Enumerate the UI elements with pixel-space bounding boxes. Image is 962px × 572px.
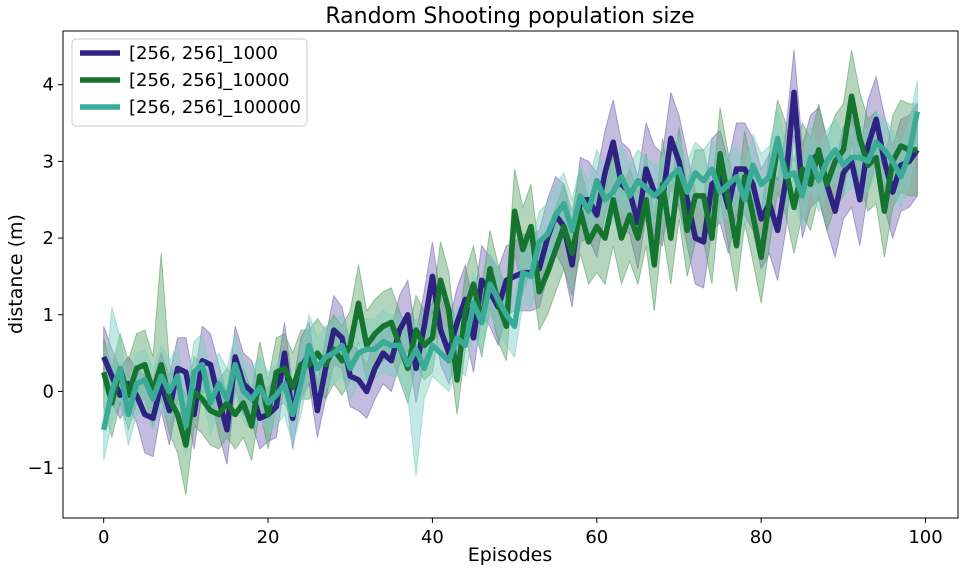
legend-label-2: [256, 256]_10000 [129,70,289,91]
x-axis-label: Episodes [468,544,553,566]
x-tick-label: 20 [257,527,280,548]
y-tick-label: 2 [43,228,54,249]
y-axis-ticks: −1 0 1 2 3 4 [27,75,63,479]
x-tick-label: 40 [421,527,444,548]
legend-label-1: [256, 256]_1000 [129,43,278,64]
series-lines [101,89,920,448]
x-tick-label: 0 [98,527,109,548]
x-tick-label: 80 [750,527,773,548]
x-tick-label: 100 [908,527,942,548]
legend: [256, 256]_1000 [256, 256]_10000 [256, 256… [71,38,308,127]
y-tick-label: 4 [43,75,54,96]
plot-area-frame [62,30,959,519]
line-series-3 [101,110,920,431]
y-tick-label: 3 [43,151,54,172]
y-axis-label: distance (m) [5,214,27,334]
y-tick-label: −1 [27,458,54,479]
chart-title: Random Shooting population size [325,4,694,29]
y-tick-label: 1 [43,305,54,326]
legend-frame [71,38,308,127]
x-axis-ticks: 0 20 40 60 80 100 [98,518,943,548]
legend-label-3: [256, 256]_100000 [129,97,301,118]
x-tick-label: 60 [585,527,608,548]
y-tick-label: 0 [43,381,54,402]
